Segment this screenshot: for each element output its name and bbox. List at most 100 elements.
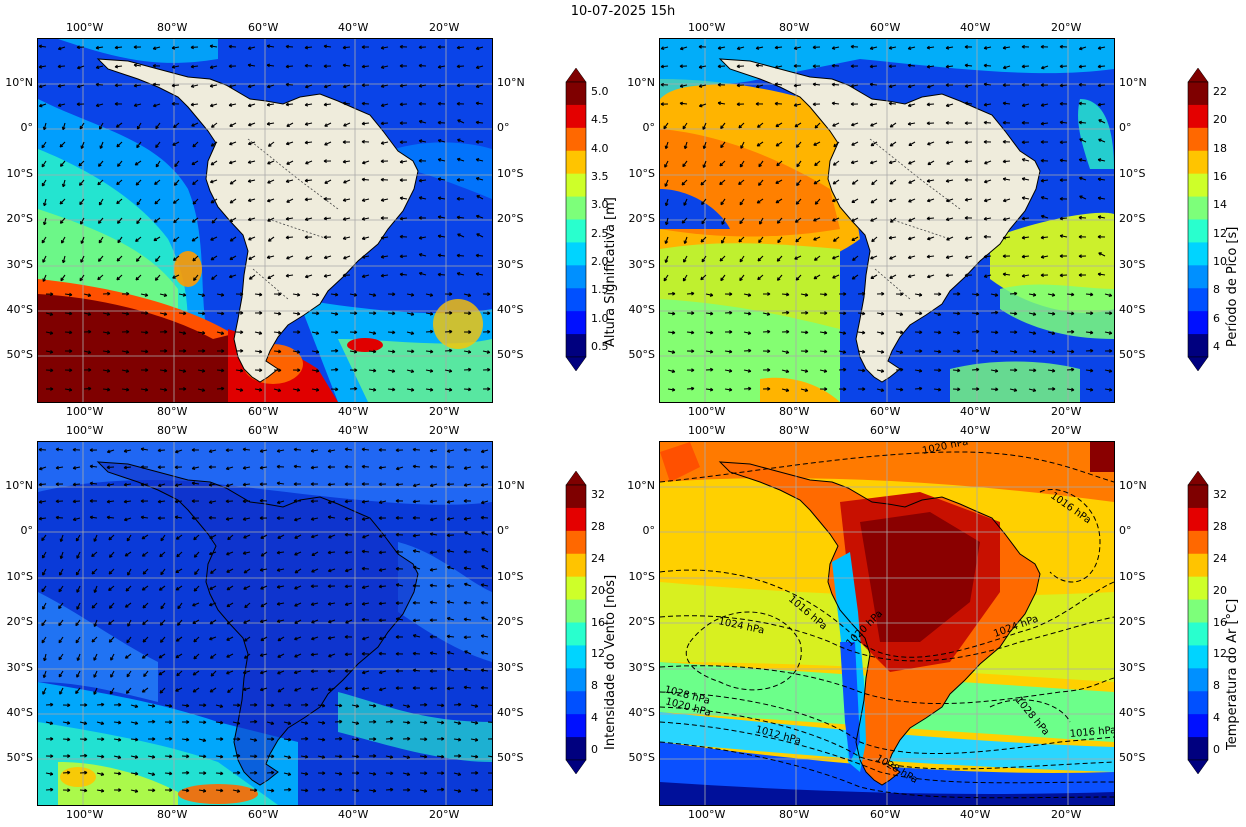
colorbar-tick-label: 0	[591, 743, 598, 756]
lon-tick-label: 100°W	[688, 405, 726, 418]
lon-tick-label: 40°W	[338, 424, 369, 437]
lon-tick-label: 40°W	[338, 808, 369, 821]
lat-tick-label: 30°S	[628, 661, 655, 674]
lat-tick-label: 20°S	[497, 615, 524, 628]
lat-tick-label: 40°S	[628, 706, 655, 719]
colorbar-tick-label: 0	[1213, 743, 1220, 756]
colorbar	[565, 470, 587, 775]
lon-tick-label: 80°W	[779, 405, 810, 418]
colorbar-tick-label: 3.0	[591, 198, 609, 212]
graticule	[38, 442, 492, 805]
lat-tick-label: 50°S	[1119, 751, 1146, 764]
lon-tick-label: 80°W	[779, 424, 810, 437]
isobar-line	[660, 706, 1114, 770]
lat-tick-label: 20°S	[1119, 212, 1146, 225]
lat-tick-label: 40°S	[497, 706, 524, 719]
lat-tick-label: 50°S	[628, 751, 655, 764]
colorbar-tick-label: 32	[591, 488, 605, 501]
lat-tick-label: 30°S	[497, 661, 524, 674]
lat-tick-label: 10°N	[1119, 76, 1147, 89]
lat-tick-label: 40°S	[6, 706, 33, 719]
lat-tick-label: 30°S	[1119, 661, 1146, 674]
lat-tick-label: 10°N	[627, 76, 655, 89]
colorbar-tick-label: 12	[1213, 226, 1227, 240]
lon-tick-label: 20°W	[1051, 405, 1082, 418]
lon-tick-label: 40°W	[338, 405, 369, 418]
isobar-label: 1016 hPa	[1069, 725, 1114, 740]
colorbar-tick-label: 20	[1213, 583, 1227, 597]
lat-tick-label: 0°	[642, 121, 656, 134]
lat-tick-label: 20°S	[628, 212, 655, 225]
lat-tick-label: 10°S	[6, 570, 33, 583]
colorbar-tick-label: 8	[1213, 283, 1220, 297]
lon-tick-label: 100°W	[688, 21, 726, 34]
lat-tick-label: 40°S	[497, 303, 524, 316]
colorbar-tick-label: 18	[1213, 141, 1227, 155]
lon-tick-label: 100°W	[688, 808, 726, 821]
lon-tick-label: 20°W	[429, 808, 460, 821]
lon-tick-label: 80°W	[157, 808, 188, 821]
lon-tick-label: 20°W	[1051, 21, 1082, 34]
lon-tick-label: 80°W	[157, 21, 188, 34]
lon-tick-label: 80°W	[157, 405, 188, 418]
lon-tick-label: 40°W	[960, 808, 991, 821]
colorbar-tick-label: 1.5	[591, 283, 609, 297]
lat-tick-label: 30°S	[6, 258, 33, 271]
lon-tick-label: 20°W	[1051, 808, 1082, 821]
lon-tick-label: 60°W	[248, 405, 279, 418]
lat-tick-label: 40°S	[6, 303, 33, 316]
graticule	[38, 39, 492, 402]
map-peak-period	[659, 38, 1115, 403]
colorbar-tick-label: 8	[591, 679, 598, 693]
lon-tick-label: 60°W	[248, 808, 279, 821]
lon-tick-label: 80°W	[157, 424, 188, 437]
lon-tick-label: 20°W	[429, 405, 460, 418]
lon-tick-label: 40°W	[960, 405, 991, 418]
lat-tick-label: 50°S	[628, 348, 655, 361]
graticule	[660, 442, 1114, 805]
lat-tick-label: 20°S	[628, 615, 655, 628]
lat-tick-label: 10°N	[1119, 479, 1147, 492]
colorbar-tick-label: 0.5	[591, 340, 609, 353]
coastline	[718, 461, 1041, 786]
lon-tick-label: 60°W	[870, 405, 901, 418]
coastline	[96, 461, 419, 786]
lat-tick-label: 20°S	[1119, 615, 1146, 628]
colorbar-tick-label: 24	[1213, 551, 1227, 565]
lon-tick-label: 20°W	[429, 21, 460, 34]
isobar-line	[660, 691, 1114, 755]
colorbar-tick-label: 4.5	[591, 113, 609, 127]
lon-tick-label: 40°W	[960, 424, 991, 437]
lat-tick-label: 0°	[1119, 524, 1132, 537]
lat-tick-label: 30°S	[1119, 258, 1146, 271]
lon-tick-label: 40°W	[338, 21, 369, 34]
lon-tick-label: 60°W	[870, 808, 901, 821]
lon-tick-label: 40°W	[960, 21, 991, 34]
lat-tick-label: 50°S	[6, 751, 33, 764]
colorbar-tick-label: 10	[1213, 255, 1227, 268]
lon-tick-label: 100°W	[66, 808, 104, 821]
colorbar	[1187, 470, 1209, 775]
colorbar-tick-label: 4	[591, 711, 598, 725]
colorbar	[1187, 67, 1209, 372]
land-mass	[718, 58, 1041, 383]
lat-tick-label: 10°S	[628, 570, 655, 583]
colorbar-tick-label: 14	[1213, 198, 1227, 212]
lat-tick-label: 10°N	[5, 76, 33, 89]
lat-tick-label: 0°	[1119, 121, 1132, 134]
lat-tick-label: 30°S	[497, 258, 524, 271]
colorbar-label: Temperatura do Ar [°C]	[1225, 598, 1240, 750]
lat-tick-label: 50°S	[497, 751, 524, 764]
figure-title: 10-07-2025 15h	[570, 4, 676, 19]
isobar-line	[989, 699, 1071, 723]
colorbar-tick-label: 16	[591, 615, 605, 629]
isobar-line	[685, 611, 802, 691]
lat-tick-label: 20°S	[6, 615, 33, 628]
map-air-temperature: 1020 hPa 1016 hPa 1016 hPa 1024 hPa 1020 hPa…	[659, 441, 1115, 806]
lon-tick-label: 100°W	[66, 424, 104, 437]
vector-arrows	[38, 44, 491, 393]
lat-tick-label: 30°S	[6, 661, 33, 674]
colorbar-label: Período de Pico [s]	[1225, 226, 1240, 347]
colorbar-tick-label: 28	[1213, 519, 1227, 533]
lat-tick-label: 50°S	[497, 348, 524, 361]
